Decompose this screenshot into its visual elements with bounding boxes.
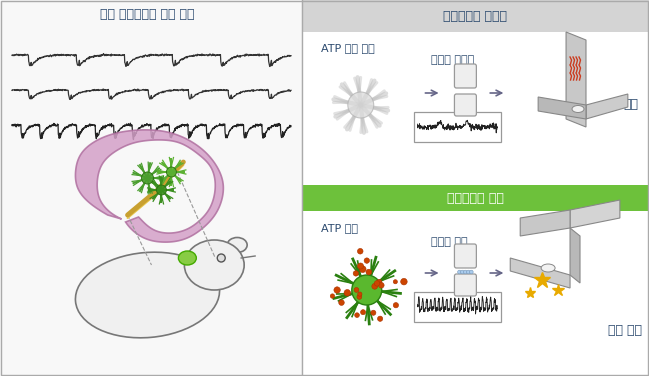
Circle shape [334,287,340,293]
Circle shape [141,172,154,184]
Circle shape [378,316,383,321]
Polygon shape [538,97,586,119]
Circle shape [357,292,362,296]
Text: 불안 극복: 불안 극복 [608,323,642,337]
Circle shape [348,92,374,118]
Circle shape [359,266,366,273]
Circle shape [461,270,464,274]
Circle shape [364,258,370,263]
FancyBboxPatch shape [0,0,302,376]
Ellipse shape [541,264,555,272]
FancyBboxPatch shape [302,0,649,376]
Circle shape [372,284,378,289]
Ellipse shape [572,106,584,112]
Text: 성상교세포 비활성: 성상교세포 비활성 [443,9,507,23]
FancyBboxPatch shape [454,274,477,296]
FancyBboxPatch shape [454,64,477,88]
Circle shape [393,280,397,284]
FancyBboxPatch shape [302,185,649,211]
Circle shape [217,254,225,262]
Circle shape [339,300,344,305]
FancyBboxPatch shape [302,0,649,32]
Circle shape [469,270,473,274]
Text: 해마 성상교세포 칼슘 신호: 해마 성상교세포 칼슘 신호 [100,8,195,21]
Circle shape [354,288,359,292]
Circle shape [464,270,467,274]
Text: 불안: 불안 [624,99,639,112]
Circle shape [357,249,363,254]
Polygon shape [510,258,570,288]
Ellipse shape [178,251,197,265]
Text: 시냅스 활성: 시냅스 활성 [430,237,467,247]
Circle shape [374,280,380,286]
Circle shape [330,294,335,298]
Ellipse shape [184,240,244,290]
Circle shape [167,167,176,177]
Circle shape [353,271,359,276]
FancyBboxPatch shape [302,32,649,185]
Circle shape [357,263,363,269]
Circle shape [352,275,381,305]
Circle shape [458,270,461,274]
Text: ATP 분비 억제: ATP 분비 억제 [321,43,374,53]
Circle shape [371,310,376,315]
Ellipse shape [76,252,219,338]
Polygon shape [520,210,570,236]
Circle shape [366,269,372,275]
FancyBboxPatch shape [454,94,477,116]
Circle shape [355,313,359,317]
FancyBboxPatch shape [413,292,501,322]
Polygon shape [570,200,620,228]
Circle shape [344,290,350,296]
Ellipse shape [227,238,247,253]
FancyBboxPatch shape [413,112,501,142]
Text: 시냅스 비활성: 시냅스 비활성 [430,55,474,65]
Text: 성상교세포 활성: 성상교세포 활성 [447,191,504,205]
Polygon shape [570,228,580,283]
Circle shape [357,294,362,299]
Circle shape [400,278,407,285]
Circle shape [156,185,167,195]
Circle shape [378,282,384,288]
Polygon shape [586,94,628,119]
Circle shape [361,310,366,315]
FancyBboxPatch shape [302,211,649,376]
Circle shape [376,279,382,285]
Polygon shape [566,32,586,127]
Text: ATP 분비: ATP 분비 [321,223,358,233]
Polygon shape [76,130,223,242]
Circle shape [467,270,470,274]
FancyBboxPatch shape [454,244,477,268]
Circle shape [393,303,398,308]
